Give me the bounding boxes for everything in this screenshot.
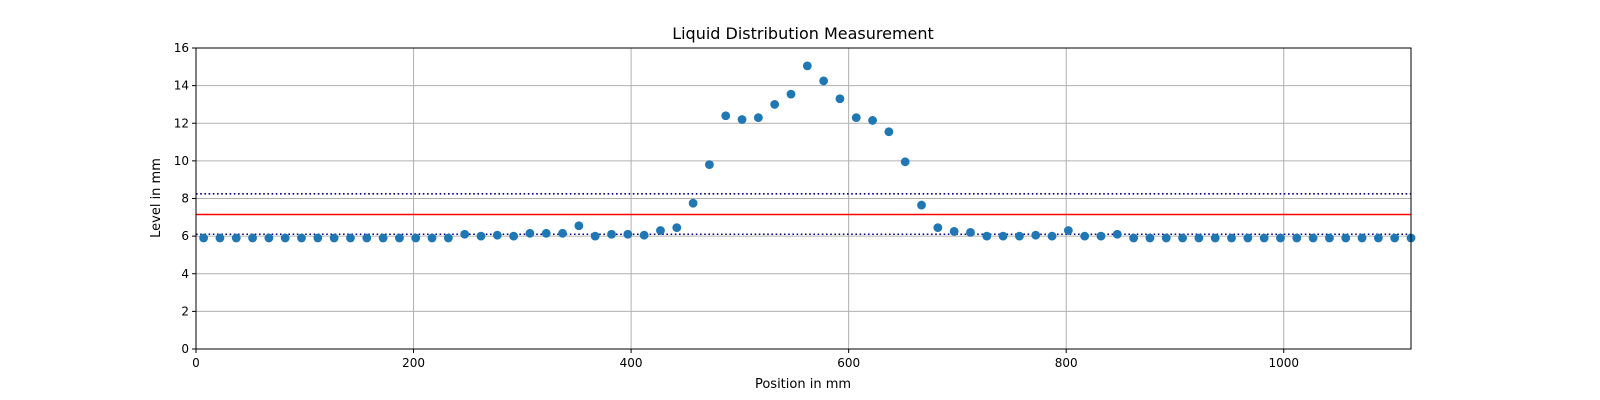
data-point — [1373, 233, 1383, 243]
data-point — [476, 231, 486, 241]
data-point — [802, 61, 812, 71]
data-point — [378, 233, 388, 243]
data-point — [1145, 233, 1155, 243]
y-tick-label: 2 — [181, 304, 189, 318]
grid — [195, 47, 1411, 350]
data-point — [1015, 231, 1024, 241]
data-point — [395, 233, 404, 243]
data-point — [297, 233, 306, 243]
data-point — [982, 231, 992, 241]
data-point — [346, 233, 355, 243]
data-point — [688, 198, 698, 208]
data-point — [199, 233, 209, 243]
data-point — [541, 228, 551, 238]
data-point — [525, 228, 535, 238]
data-point — [443, 233, 453, 243]
data-point — [770, 100, 780, 109]
data-point — [1161, 233, 1171, 243]
data-point — [949, 227, 959, 236]
data-point — [705, 160, 714, 170]
y-tick-label: 10 — [174, 154, 189, 168]
data-point — [590, 231, 600, 241]
data-point — [1178, 233, 1187, 243]
data-point — [851, 113, 861, 123]
data-point — [639, 230, 649, 240]
data-point — [1210, 233, 1220, 243]
y-tick-label: 12 — [174, 116, 189, 130]
data-point — [313, 233, 323, 243]
data-point — [607, 229, 616, 239]
data-point — [1227, 233, 1236, 243]
data-point — [280, 233, 290, 243]
data-point — [933, 223, 943, 233]
data-point — [492, 230, 502, 240]
data-point — [884, 127, 894, 137]
y-tick-label: 16 — [174, 41, 189, 55]
data-point — [1063, 226, 1073, 235]
data-point — [231, 233, 241, 243]
data-point — [1096, 231, 1106, 241]
y-tick-label: 4 — [181, 267, 189, 281]
x-tick-label: 1000 — [1268, 356, 1299, 370]
data-point — [1080, 231, 1090, 241]
data-point — [721, 111, 731, 121]
data-point — [900, 157, 910, 167]
data-point — [1341, 233, 1351, 243]
axis-ticks: 0 200 400 600 800 1000 0 2 4 6 8 10 12 14 16 — [174, 41, 1299, 370]
data-point — [998, 231, 1008, 241]
data-point — [753, 113, 763, 123]
data-point — [623, 229, 633, 239]
y-tick-label: 8 — [181, 192, 189, 206]
data-point — [411, 233, 421, 243]
data-point — [1194, 233, 1204, 243]
y-axis-title: Level in mm — [149, 158, 164, 238]
y-tick-label: 6 — [181, 229, 189, 243]
data-point — [1276, 233, 1285, 243]
data-point — [1308, 233, 1318, 243]
data-point — [1390, 233, 1400, 243]
data-point — [1357, 233, 1367, 243]
data-point — [917, 200, 926, 210]
data-point — [329, 233, 339, 243]
data-point — [215, 233, 225, 243]
data-point — [264, 233, 274, 243]
data-point — [1243, 233, 1253, 243]
x-tick-label: 400 — [620, 356, 643, 370]
x-tick-label: 200 — [402, 356, 425, 370]
data-point — [1129, 233, 1139, 243]
data-point — [574, 221, 584, 231]
data-point — [558, 228, 567, 238]
data-point — [427, 233, 437, 243]
data-point — [362, 233, 372, 243]
x-tick-label: 0 — [192, 356, 200, 370]
data-point — [835, 94, 845, 104]
y-tick-label: 14 — [174, 79, 189, 93]
data-point — [737, 115, 747, 124]
data-point — [868, 116, 877, 125]
x-axis-title: Position in mm — [755, 377, 851, 392]
data-point — [509, 231, 519, 241]
data-point — [819, 76, 829, 86]
chart-title: Liquid Distribution Measurement — [672, 24, 934, 43]
data-point — [786, 89, 796, 99]
data-point — [1325, 233, 1334, 243]
x-tick-label: 600 — [837, 356, 860, 370]
data-point — [1112, 229, 1122, 239]
data-point — [1047, 231, 1057, 241]
data-point — [248, 233, 257, 243]
data-point — [1292, 233, 1302, 243]
data-point — [672, 223, 682, 233]
y-tick-label: 0 — [181, 342, 189, 356]
x-tick-label: 800 — [1055, 356, 1078, 370]
data-point — [1259, 233, 1269, 243]
data-point — [966, 227, 975, 237]
data-point — [460, 229, 470, 239]
data-point — [656, 226, 665, 235]
data-point — [1031, 230, 1041, 240]
